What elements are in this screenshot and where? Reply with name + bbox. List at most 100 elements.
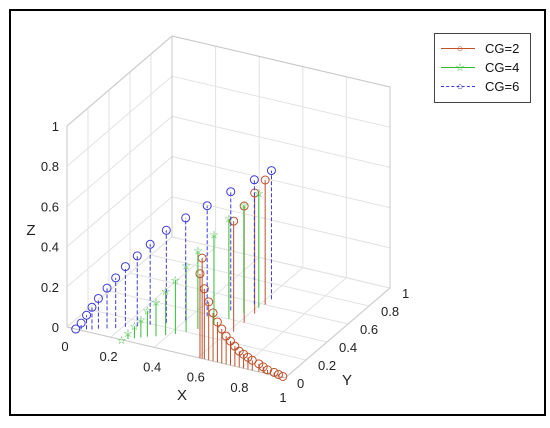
data-point-marker [145,239,155,249]
box-edge [171,35,391,88]
x-tick-label: 0.4 [143,359,161,374]
y-axis-label: Y [342,372,352,389]
z-tick-label: 0.8 [41,159,59,174]
series-cg6 [71,166,276,334]
data-point-marker [93,293,103,303]
legend-label: CG=6 [485,79,520,94]
data-point-marker [199,284,209,294]
data-point-marker [266,166,276,176]
box-edge [66,35,173,127]
y-tick-label: 1 [402,286,409,301]
series-layer: ☆☆☆☆☆☆☆☆☆☆☆☆☆☆ [71,166,288,381]
grid-line [171,75,391,128]
z-tick-label: 0.6 [41,199,59,214]
legend-label: CG=2 [485,41,520,56]
box-edge [284,287,391,379]
data-point-marker: ☆ [224,213,234,226]
data-point-marker [161,225,171,235]
grid-line [87,308,307,361]
data-point-marker [202,201,212,211]
data-point-marker: ☆ [117,334,127,347]
box-edge [66,326,286,379]
z-tick-label: 0.2 [41,280,59,295]
grid-line [66,156,173,247]
legend-line [441,48,475,49]
data-point-marker: ☆ [161,285,171,298]
grid-line [66,196,173,288]
grid-line [197,267,304,358]
x-tick-label: 1 [279,390,286,405]
z-tick-label: 0 [52,320,59,335]
x-tick-label: 0 [61,339,68,354]
data-point-marker [229,216,239,226]
x-tick-label: 0.8 [230,380,248,395]
legend-label: CG=4 [485,60,520,75]
data-point-marker [269,367,279,377]
grid-line [171,156,391,209]
y-tick-label: 0.4 [339,340,357,355]
data-point-marker [249,175,259,185]
legend-item: ☆ CG=4 [441,59,529,77]
data-point-marker [260,175,270,185]
y-tick-label: 0.6 [360,322,378,337]
legend-line [441,67,475,68]
grid-line [171,236,391,289]
data-point-marker: ☆ [170,274,180,287]
data-point-marker: ☆ [239,199,249,212]
data-point-marker: ☆ [129,320,139,333]
legend-line [441,86,475,87]
x-tick-label: 0.6 [187,370,205,385]
tick-layer: 00.20.40.60.8100.20.40.60.8100.20.40.60.… [41,119,409,405]
data-point-marker [204,297,214,307]
legend-item: ○ CG=6 [441,78,529,96]
grid-line [241,277,347,369]
data-point-marker [82,310,92,320]
x-axis-label: X [177,387,187,404]
star-marker-icon: ☆ [455,62,465,74]
data-point-marker: ☆ [151,296,161,309]
legend: ○ CG=2 ☆ CG=4 ○ CG=6 [434,33,531,103]
data-point-marker [263,365,273,375]
data-point-marker: ☆ [136,313,146,326]
circle-marker-icon: ○ [456,43,464,55]
y-tick-label: 0.2 [318,358,336,373]
legend-item: ○ CG=2 [441,40,529,58]
data-point-marker [217,324,227,334]
data-point-marker [181,213,191,223]
plot-area: ☆☆☆☆☆☆☆☆☆☆☆☆☆☆ 00.20.40.60.8100.20.40.60… [26,35,409,405]
data-point-marker [102,283,112,293]
grid-line [171,115,391,168]
data-point-marker: ☆ [209,228,219,241]
data-point-marker [273,369,283,379]
series-cg2 [195,253,288,381]
data-point-marker: ☆ [123,327,133,340]
data-point-marker [71,324,81,334]
data-point-marker [212,317,222,327]
data-point-marker: ☆ [193,245,203,258]
grid-line [108,290,328,343]
data-point-marker [111,273,121,283]
data-point-marker [76,318,86,328]
data-point-marker [87,302,97,312]
z-tick-label: 1 [52,119,59,134]
data-point-marker: ☆ [254,187,264,200]
data-point-marker [132,251,142,261]
y-tick-label: 0 [297,376,304,391]
grid-line [129,272,349,325]
z-tick-label: 0.4 [41,240,59,255]
grid-line [171,196,391,249]
x-tick-label: 0.2 [100,349,118,364]
y-tick-label: 0.8 [381,304,399,319]
data-point-marker: ☆ [142,305,152,318]
data-point-marker [195,269,205,279]
data-point-marker [120,262,130,272]
grid-line [66,75,173,167]
series-cg4: ☆☆☆☆☆☆☆☆☆☆☆☆☆☆ [117,187,264,347]
circle-marker-icon: ○ [456,81,464,93]
grid-line [66,116,173,207]
data-point-marker [278,371,288,381]
z-axis-label: Z [26,222,35,239]
data-point-marker [226,187,236,197]
grid-line [150,254,370,307]
data-point-marker [208,308,218,318]
